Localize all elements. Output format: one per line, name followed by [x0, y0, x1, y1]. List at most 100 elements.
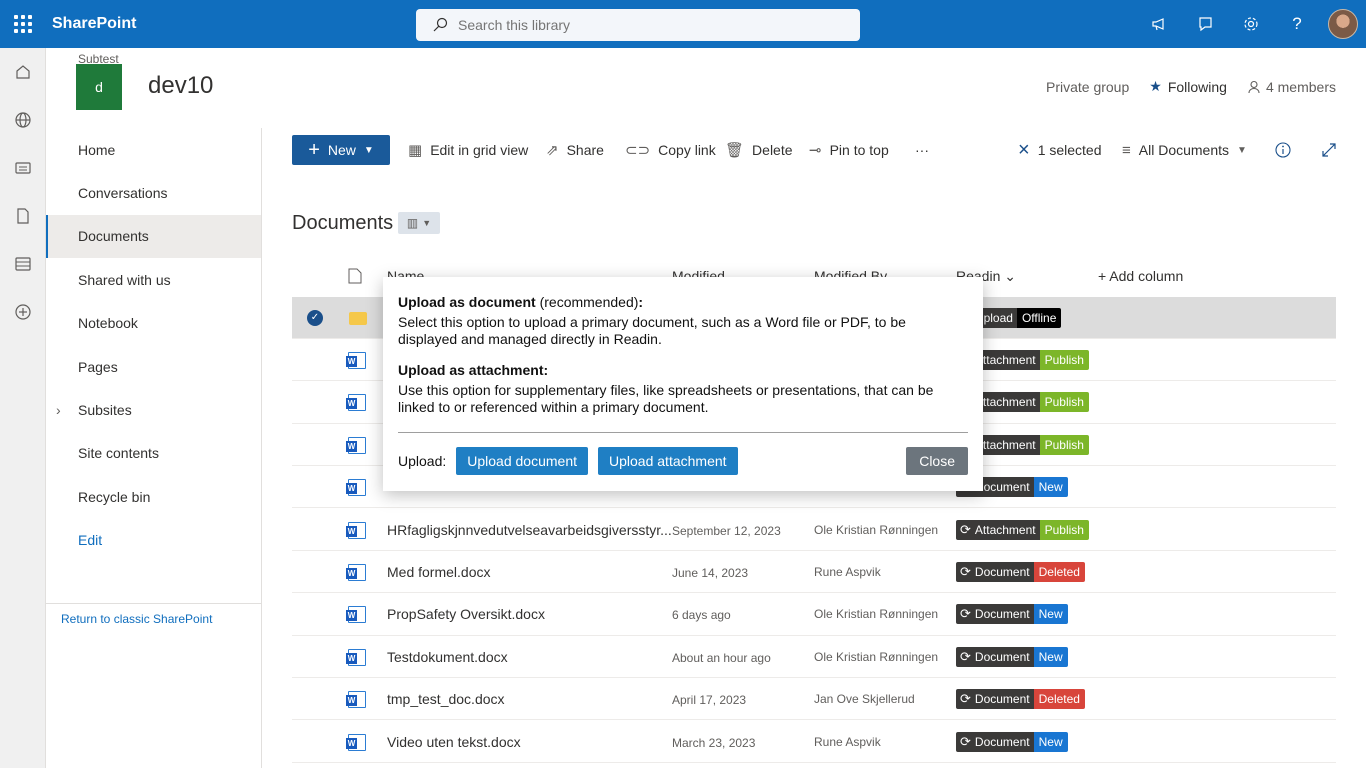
share-icon: ⇗: [546, 142, 559, 159]
nav-item-notebook[interactable]: Notebook: [46, 302, 261, 345]
app-bar: [0, 48, 46, 768]
app-launcher-button[interactable]: [0, 0, 46, 48]
help-icon[interactable]: ?: [1292, 14, 1302, 33]
feedback-icon[interactable]: [1182, 0, 1228, 48]
globe-icon[interactable]: [0, 96, 46, 144]
site-logo[interactable]: d: [76, 64, 122, 110]
word-doc-icon: [346, 648, 366, 666]
delete-button[interactable]: 🗑 Delete: [725, 128, 793, 172]
file-type-icon[interactable]: [348, 268, 362, 287]
modified-by: Ole Kristian Rønningen: [814, 607, 939, 622]
search-input[interactable]: [458, 17, 838, 33]
nav-item-documents[interactable]: Documents: [46, 214, 261, 259]
members-button[interactable]: 4 members: [1247, 79, 1336, 95]
members-label: 4 members: [1265, 78, 1336, 95]
badge-kind: ⟳Document: [956, 731, 1034, 752]
search-box[interactable]: [416, 9, 860, 41]
word-doc-icon: [346, 436, 366, 454]
upload-attachment-description: Use this option for supplementary files,…: [398, 382, 934, 415]
site-title[interactable]: dev10: [148, 72, 214, 99]
pin-button[interactable]: ⊸ Pin to top: [809, 128, 889, 172]
file-name[interactable]: Med formel.docx: [387, 563, 491, 580]
sync-icon: ⟳: [960, 691, 971, 707]
copy-link-button[interactable]: ⊂⊃ Copy link: [625, 128, 716, 172]
add-column-button[interactable]: + Add column: [1098, 268, 1184, 284]
share-button[interactable]: ⇗ Share: [546, 128, 604, 172]
nav-item-home[interactable]: Home: [46, 128, 261, 171]
nav-label: Edit: [78, 532, 103, 549]
table-row[interactable]: Med formel.docx June 14, 2023 Rune Aspvik ⟳…: [292, 551, 1336, 594]
megaphone-icon[interactable]: [1136, 0, 1182, 48]
suite-header: SharePoint ?: [0, 0, 1366, 48]
clear-selection-button[interactable]: × 1 selected: [1018, 128, 1102, 172]
file-name[interactable]: PropSafety Oversikt.docx: [387, 606, 545, 623]
nav-item-conversations[interactable]: Conversations: [46, 171, 261, 214]
file-name[interactable]: tmp_test_doc.docx: [387, 691, 505, 708]
library-view-button[interactable]: ▥ ▼: [398, 212, 440, 234]
upload-label: Upload:: [398, 453, 447, 469]
badge-status: New: [1033, 604, 1068, 625]
upload-document-button[interactable]: Upload document: [456, 447, 589, 475]
pin-icon: ⊸: [809, 142, 822, 159]
nav-item-shared-with-us[interactable]: Shared with us: [46, 258, 261, 301]
nav-edit-link[interactable]: Edit: [46, 519, 261, 562]
nav-item-recycle-bin[interactable]: Recycle bin: [46, 475, 261, 518]
more-icon: ···: [915, 142, 929, 158]
nav-label: Subsites: [78, 402, 132, 419]
badge-status: Publish: [1039, 392, 1089, 413]
table-row[interactable]: Testdokument.docx About an hour ago Ole Kr…: [292, 636, 1336, 679]
table-row[interactable]: Video uten tekst.docx March 23, 2023 Rune …: [292, 721, 1336, 763]
lines-icon: ≡: [1122, 141, 1131, 159]
word-doc-icon: [346, 351, 366, 369]
expand-icon[interactable]: [1322, 128, 1336, 172]
badge-kind: ⟳Attachment: [956, 519, 1040, 540]
badge-kind: ⟳Document: [956, 561, 1034, 582]
upload-attachment-button[interactable]: Upload attachment: [598, 447, 738, 475]
folder-icon: [349, 311, 367, 325]
nav-label: Documents: [78, 228, 149, 245]
checkmark-icon[interactable]: ✓: [307, 309, 323, 326]
sync-icon: ⟳: [960, 648, 971, 664]
view-selector[interactable]: ≡ All Documents ▼: [1122, 128, 1247, 172]
edit-grid-button[interactable]: ▦ Edit in grid view: [408, 128, 528, 172]
command-bar: + New ▼ ▦ Edit in grid view ⇗ Share ⊂⊃ Copy…: [262, 128, 1366, 172]
file-icon[interactable]: [0, 192, 46, 240]
close-icon: ×: [1018, 138, 1030, 161]
file-name[interactable]: HRfagligskjnnvedutvelseavarbeidsgiversst…: [387, 521, 672, 538]
modified-date: June 14, 2023: [672, 565, 749, 580]
sync-icon: ⟳: [960, 733, 971, 749]
file-name[interactable]: Video uten tekst.docx: [387, 733, 521, 750]
home-icon[interactable]: [0, 48, 46, 96]
badge-kind: ⟳Document: [956, 646, 1034, 667]
brand-name[interactable]: SharePoint: [52, 15, 137, 32]
chevron-right-icon[interactable]: ›: [56, 402, 61, 419]
column-label: Add column: [1109, 268, 1184, 284]
badge-status: New: [1033, 731, 1068, 752]
info-icon[interactable]: [1275, 128, 1291, 172]
follow-button[interactable]: ★ Following: [1149, 78, 1227, 95]
gear-icon[interactable]: [1228, 0, 1274, 48]
table-row[interactable]: tmp_test_doc.docx April 17, 2023 Jan Ove S…: [292, 678, 1336, 721]
add-circle-icon[interactable]: [0, 288, 46, 336]
word-doc-icon: [346, 733, 366, 751]
list-icon[interactable]: [0, 240, 46, 288]
news-icon[interactable]: [0, 144, 46, 192]
modified-by: Rune Aspvik: [814, 564, 881, 579]
close-button[interactable]: Close: [906, 447, 968, 475]
table-row[interactable]: PropSafety Oversikt.docx 6 days ago Ole Kr…: [292, 593, 1336, 636]
table-row[interactable]: HRfagligskjnnvedutvelseavarbeidsgiversst…: [292, 509, 1336, 551]
more-button[interactable]: ···: [915, 128, 929, 172]
star-icon: ★: [1149, 78, 1162, 94]
nav-item-subsites[interactable]: › Subsites: [46, 388, 261, 431]
nav-item-site-contents[interactable]: Site contents: [46, 432, 261, 475]
hub-breadcrumb[interactable]: Subtest: [78, 52, 119, 66]
new-button[interactable]: + New ▼: [292, 135, 390, 165]
nav-item-pages[interactable]: Pages: [46, 345, 261, 388]
avatar[interactable]: [1328, 9, 1358, 39]
file-name[interactable]: Testdokument.docx: [387, 648, 508, 665]
dialog-divider: [398, 432, 968, 433]
return-classic-link[interactable]: Return to classic SharePoint: [61, 612, 213, 626]
